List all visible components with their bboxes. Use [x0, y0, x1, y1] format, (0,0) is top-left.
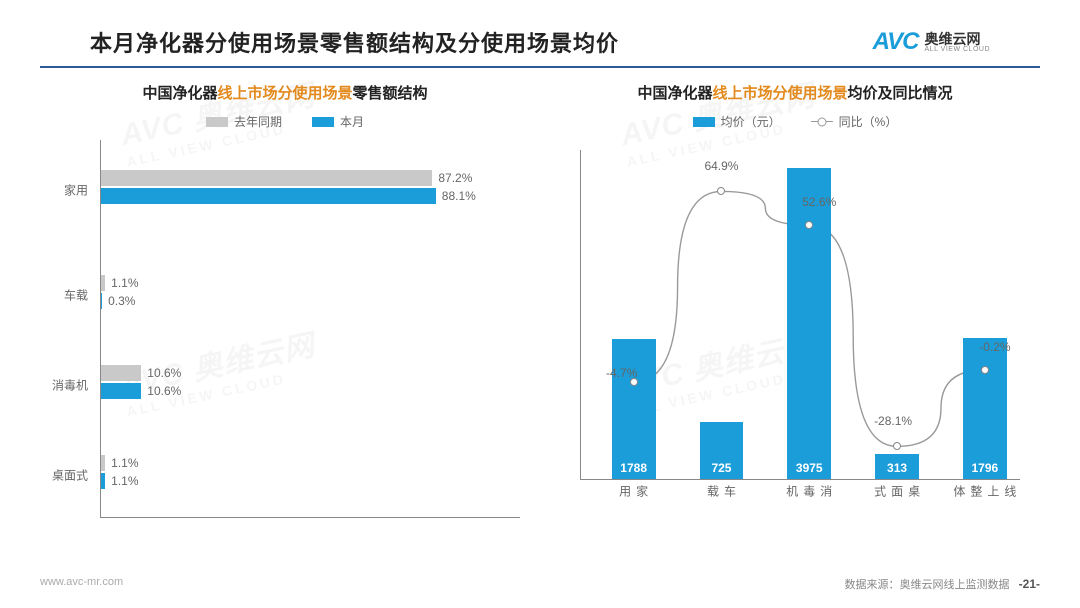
hbar-chart: 家用87.2%88.1%车载1.1%0.3%消毒机10.6%10.6%桌面式1.… [40, 140, 530, 530]
bar-value: 1796 [972, 461, 999, 475]
bar-value: 88.1% [442, 189, 476, 203]
logo-text: AVC [873, 28, 919, 56]
x-category: 线上整体 [951, 485, 1019, 498]
footer-url: www.avc-mr.com [40, 576, 123, 592]
combo-plot: 1788家用725车载3975消毒机313桌面式1796线上整体-4.7%64.… [580, 150, 1020, 480]
line-value: -4.7% [606, 366, 637, 380]
page-number: -21- [1019, 577, 1040, 591]
vbar: 1788 [612, 339, 656, 479]
bar-value: 87.2% [438, 171, 472, 185]
line-value: -28.1% [874, 414, 912, 428]
left-chart: 中国净化器线上市场分使用场景零售额结构 去年同期 本月 家用87.2%88.1%… [40, 82, 530, 530]
header: 本月净化器分使用场景零售额结构及分使用场景均价 AVC 奥维云网 ALL VIE… [40, 0, 1040, 68]
vbar: 313 [875, 454, 919, 479]
bar-value: 10.6% [147, 366, 181, 380]
category-label: 桌面式 [52, 467, 88, 484]
left-legend: 去年同期 本月 [40, 113, 530, 130]
bar-value: 0.3% [108, 294, 135, 308]
bar-last-year: 10.6% [101, 365, 141, 381]
bar-value: 1.1% [111, 474, 138, 488]
hbar-group: 车载1.1%0.3% [100, 275, 520, 315]
line-value: 64.9% [704, 159, 738, 173]
logo-cn: 奥维云网 [925, 32, 990, 46]
bar-value: 10.6% [147, 384, 181, 398]
legend-swatch-last [206, 117, 228, 127]
bar-value: 3975 [796, 461, 823, 475]
vbar: 1796 [963, 338, 1007, 479]
footer: www.avc-mr.com 数据来源：奥维云网线上监测数据 -21- [40, 576, 1040, 592]
x-category: 车载 [704, 485, 738, 498]
vbar: 725 [700, 422, 744, 479]
category-label: 家用 [64, 182, 88, 199]
bar-last-year: 87.2% [101, 170, 432, 186]
legend-swatch-bar [693, 117, 715, 127]
line-point [893, 442, 901, 450]
vbar: 3975 [787, 168, 831, 479]
bar-this-month: 10.6% [101, 383, 141, 399]
bar-value: 313 [887, 461, 907, 475]
bar-this-month: 88.1% [101, 188, 436, 204]
combo-chart: 1788 家用 725 车载 3975 消毒机 313 桌面式 1796 线上整体 -4.7% 64.… [550, 140, 1040, 530]
page-title: 本月净化器分使用场景零售额结构及分使用场景均价 [90, 26, 619, 58]
footer-source: 数据来源：奥维云网线上监测数据 [844, 579, 1009, 591]
bar-this-month: 1.1% [101, 473, 105, 489]
bar-last-year: 1.1% [101, 275, 105, 291]
hbar-group: 消毒机10.6%10.6% [100, 365, 520, 405]
bar-this-month: 0.3% [101, 293, 102, 309]
bar-value: 1788 [620, 461, 647, 475]
left-chart-title: 中国净化器线上市场分使用场景零售额结构 [40, 82, 530, 103]
bar-value: 1.1% [111, 276, 138, 290]
line-point [805, 221, 813, 229]
line-point [981, 366, 989, 374]
legend-marker-line [811, 121, 833, 122]
right-chart-title: 中国净化器线上市场分使用场景均价及同比情况 [550, 82, 1040, 103]
x-axis [100, 517, 520, 518]
category-label: 车载 [64, 287, 88, 304]
category-label: 消毒机 [52, 377, 88, 394]
logo-en: ALL VIEW CLOUD [925, 46, 990, 53]
hbar-group: 桌面式1.1%1.1% [100, 455, 520, 495]
x-category: 家用 [617, 485, 651, 498]
bar-last-year: 1.1% [101, 455, 105, 471]
hbar-group: 家用87.2%88.1% [100, 170, 520, 210]
line-value: 52.6% [802, 195, 836, 209]
bar-value: 1.1% [111, 456, 138, 470]
right-legend: 均价（元） 同比（%） [550, 113, 1040, 130]
x-category: 桌面式 [872, 485, 923, 498]
right-chart: 中国净化器线上市场分使用场景均价及同比情况 均价（元） 同比（%） 1788 家用… [550, 82, 1040, 530]
x-category: 消毒机 [784, 485, 835, 498]
brand-logo: AVC 奥维云网 ALL VIEW CLOUD [873, 28, 990, 56]
line-point [717, 187, 725, 195]
line-value: -0.2% [979, 340, 1010, 354]
bar-value: 725 [711, 461, 731, 475]
legend-swatch-this [312, 117, 334, 127]
